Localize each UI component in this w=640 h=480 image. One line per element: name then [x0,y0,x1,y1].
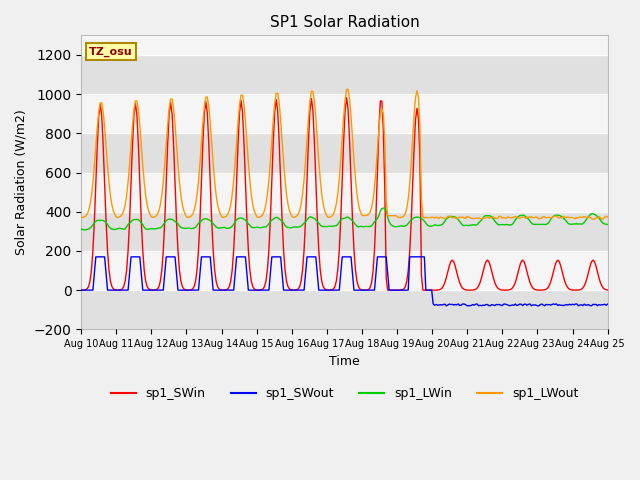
Y-axis label: Solar Radiation (W/m2): Solar Radiation (W/m2) [15,109,28,255]
Bar [81,290,608,329]
Bar [81,251,608,290]
Bar [81,36,608,55]
Bar [81,55,608,94]
Legend: sp1_SWin, sp1_SWout, sp1_LWin, sp1_LWout: sp1_SWin, sp1_SWout, sp1_LWin, sp1_LWout [106,383,583,406]
Title: SP1 Solar Radiation: SP1 Solar Radiation [269,15,419,30]
Bar [81,133,608,172]
Bar [81,172,608,212]
Text: TZ_osu: TZ_osu [89,47,132,57]
Bar [81,94,608,133]
Bar [81,212,608,251]
X-axis label: Time: Time [329,355,360,368]
